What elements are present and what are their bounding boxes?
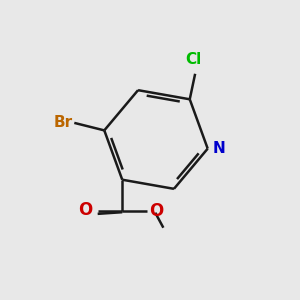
Text: N: N xyxy=(213,141,226,156)
Text: O: O xyxy=(149,202,164,220)
Text: O: O xyxy=(79,201,93,219)
Text: Cl: Cl xyxy=(185,52,202,67)
Text: Br: Br xyxy=(54,116,73,130)
